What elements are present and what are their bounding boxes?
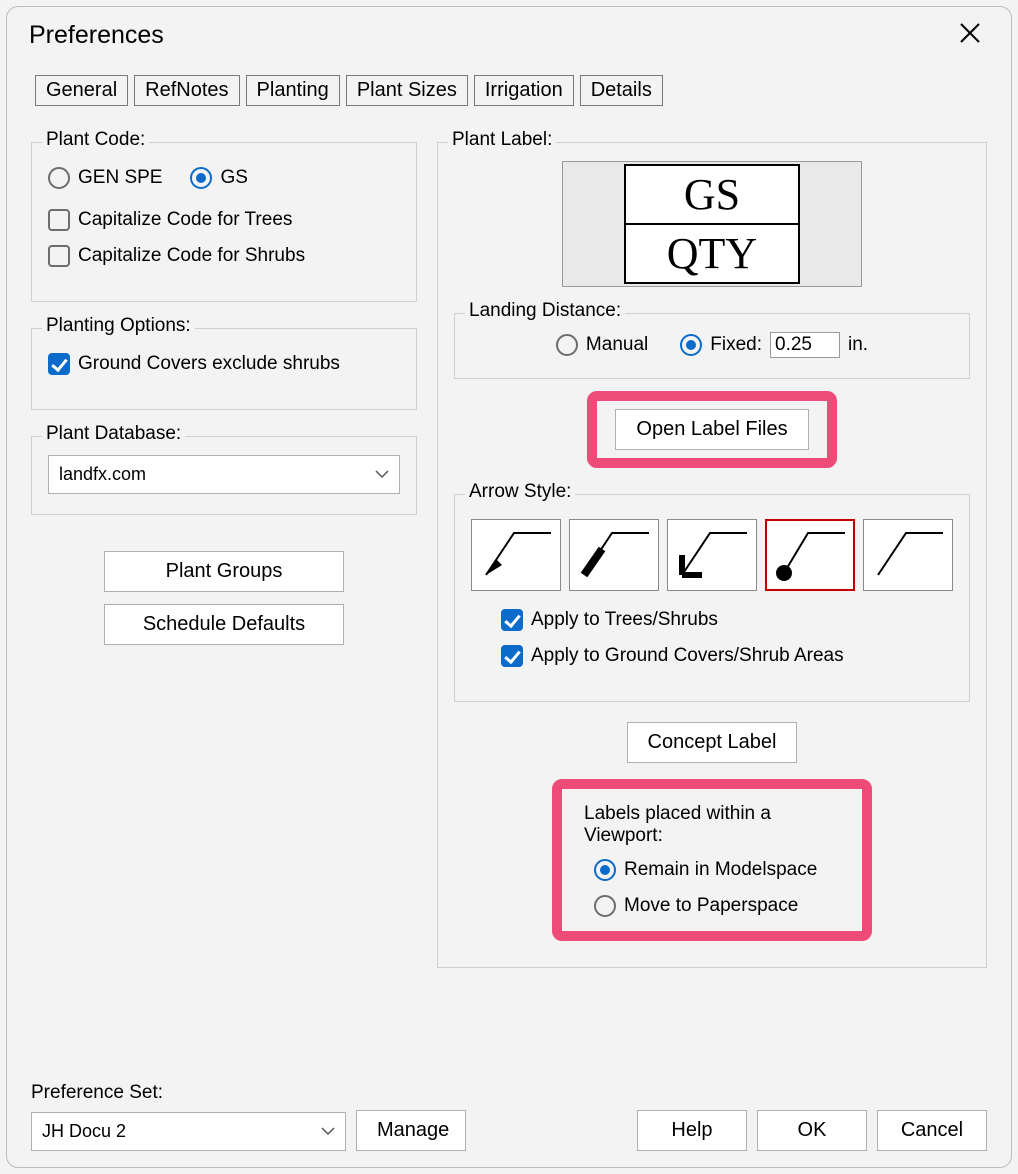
landing-unit: in.	[848, 334, 868, 356]
concept-label-button[interactable]: Concept Label	[627, 722, 798, 763]
radio-gs[interactable]	[190, 167, 212, 189]
window-title: Preferences	[29, 21, 164, 50]
ok-button[interactable]: OK	[757, 1110, 867, 1151]
checkbox-apply-gc-label: Apply to Ground Covers/Shrub Areas	[531, 645, 844, 667]
radio-landing-manual-label: Manual	[586, 334, 648, 356]
radio-landing-fixed-label: Fixed:	[710, 334, 762, 356]
chevron-down-icon	[375, 470, 389, 480]
tab-planting[interactable]: Planting	[246, 75, 340, 106]
plant-groups-button[interactable]: Plant Groups	[104, 551, 344, 592]
preference-set-value: JH Docu 2	[42, 1121, 126, 1142]
plant-code-legend: Plant Code:	[42, 129, 149, 151]
viewport-highlight: Labels placed within a Viewport: Remain …	[552, 779, 872, 941]
arrow-style-5[interactable]	[863, 519, 953, 591]
manage-button[interactable]: Manage	[356, 1110, 466, 1151]
plant-database-group: Plant Database: landfx.com	[31, 436, 417, 515]
planting-options-group: Planting Options: Ground Covers exclude …	[31, 328, 417, 410]
open-label-files-button[interactable]: Open Label Files	[615, 409, 808, 450]
schedule-defaults-button[interactable]: Schedule Defaults	[104, 604, 344, 645]
landing-distance-group: Landing Distance: Manual Fixed: in.	[454, 313, 970, 379]
arrow-style-group: Arrow Style:	[454, 494, 970, 702]
preference-set-select[interactable]: JH Docu 2	[31, 1112, 346, 1151]
radio-landing-manual[interactable]	[556, 334, 578, 356]
plant-label-line2: QTY	[626, 225, 798, 282]
radio-landing-fixed[interactable]	[680, 334, 702, 356]
landing-distance-legend: Landing Distance:	[465, 300, 625, 322]
arrow-style-legend: Arrow Style:	[465, 481, 575, 503]
tab-general[interactable]: General	[35, 75, 128, 106]
plant-label-legend: Plant Label:	[448, 129, 556, 151]
checkbox-ground-covers[interactable]	[48, 353, 70, 375]
cancel-button[interactable]: Cancel	[877, 1110, 987, 1151]
plant-label-group: Plant Label: GS QTY Landing Distance:	[437, 142, 987, 968]
radio-gs-label: GS	[220, 167, 247, 189]
radio-viewport-paperspace-label: Move to Paperspace	[624, 895, 798, 917]
plant-database-select[interactable]: landfx.com	[48, 455, 400, 494]
plant-label-line1: GS	[626, 166, 798, 225]
bottom-bar: Preference Set: JH Docu 2 Manage Help OK…	[31, 1082, 987, 1151]
plant-label-preview[interactable]: GS QTY	[562, 161, 862, 287]
radio-gen-spe-label: GEN SPE	[78, 167, 162, 189]
checkbox-cap-trees[interactable]	[48, 209, 70, 231]
open-label-highlight: Open Label Files	[587, 391, 836, 468]
close-icon[interactable]	[951, 17, 989, 53]
checkbox-cap-shrubs-label: Capitalize Code for Shrubs	[78, 245, 305, 267]
tab-plant-sizes[interactable]: Plant Sizes	[346, 75, 468, 106]
plant-database-value: landfx.com	[59, 464, 146, 485]
content-area: General RefNotes Planting Plant Sizes Ir…	[7, 75, 1011, 980]
tab-refnotes[interactable]: RefNotes	[134, 75, 239, 106]
tabstrip: General RefNotes Planting Plant Sizes Ir…	[35, 75, 987, 106]
checkbox-apply-gc[interactable]	[501, 645, 523, 667]
arrow-style-4[interactable]	[765, 519, 855, 591]
tab-details[interactable]: Details	[580, 75, 663, 106]
checkbox-cap-shrubs[interactable]	[48, 245, 70, 267]
titlebar: Preferences	[7, 7, 1011, 63]
plant-code-group: Plant Code: GEN SPE GS Capitaliz	[31, 142, 417, 302]
preferences-window: Preferences General RefNotes Planting Pl…	[6, 6, 1012, 1168]
chevron-down-icon	[321, 1127, 335, 1137]
radio-viewport-modelspace-label: Remain in Modelspace	[624, 859, 817, 881]
planting-options-legend: Planting Options:	[42, 315, 195, 337]
checkbox-cap-trees-label: Capitalize Code for Trees	[78, 209, 292, 231]
arrow-style-2[interactable]	[569, 519, 659, 591]
arrow-style-1[interactable]	[471, 519, 561, 591]
plant-database-legend: Plant Database:	[42, 423, 185, 445]
radio-viewport-paperspace[interactable]	[594, 895, 616, 917]
landing-value-input[interactable]	[770, 332, 840, 358]
checkbox-ground-covers-label: Ground Covers exclude shrubs	[78, 353, 340, 375]
radio-viewport-modelspace[interactable]	[594, 859, 616, 881]
checkbox-apply-trees-shrubs[interactable]	[501, 609, 523, 631]
viewport-legend: Labels placed within a Viewport:	[584, 803, 840, 847]
tab-irrigation[interactable]: Irrigation	[474, 75, 574, 106]
checkbox-apply-trees-shrubs-label: Apply to Trees/Shrubs	[531, 609, 718, 631]
help-button[interactable]: Help	[637, 1110, 747, 1151]
arrow-style-3[interactable]	[667, 519, 757, 591]
radio-gen-spe[interactable]	[48, 167, 70, 189]
preference-set-label: Preference Set:	[31, 1082, 987, 1104]
